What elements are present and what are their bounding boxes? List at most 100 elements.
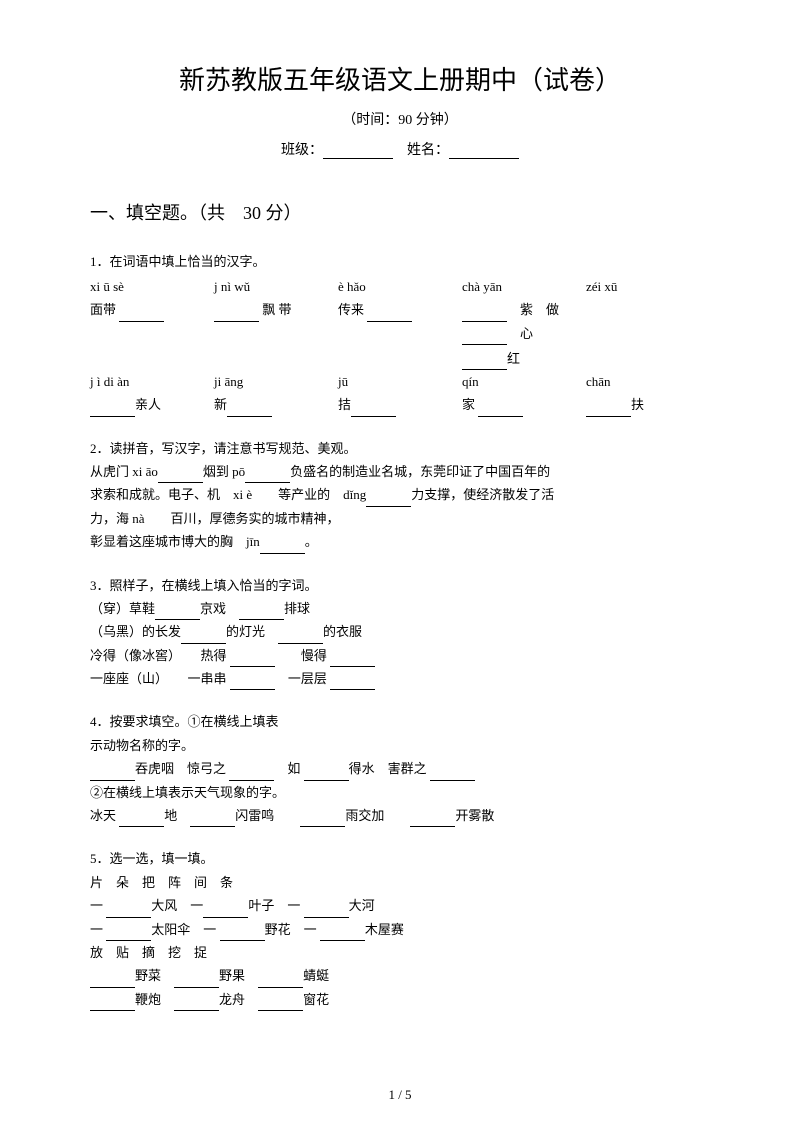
blank[interactable] bbox=[430, 767, 475, 781]
q1-word: 家 bbox=[462, 397, 475, 412]
duration-text: （时间：90 分钟） bbox=[90, 109, 710, 129]
q1-word: 传来 bbox=[338, 302, 364, 317]
q1-pinyin: è hǎo bbox=[338, 277, 462, 298]
q4-text2: 示动物名称的字。 bbox=[90, 738, 194, 753]
q2-line: 彰显着这座城市博大的胸 jīn bbox=[90, 534, 260, 549]
q2-number: 2． bbox=[90, 441, 110, 456]
blank[interactable] bbox=[181, 630, 226, 644]
q4-line: 得水 bbox=[349, 761, 375, 776]
q5-line: 一 bbox=[190, 898, 203, 913]
q4-line: 雨交加 bbox=[345, 808, 384, 823]
blank[interactable] bbox=[478, 403, 523, 417]
blank[interactable] bbox=[158, 469, 203, 483]
q3-line: 慢得 bbox=[301, 648, 327, 663]
class-blank[interactable] bbox=[323, 145, 393, 159]
blank[interactable] bbox=[304, 767, 349, 781]
blank[interactable] bbox=[203, 904, 248, 918]
name-blank[interactable] bbox=[449, 145, 519, 159]
blank[interactable] bbox=[330, 676, 375, 690]
q4-line: 如 bbox=[287, 761, 300, 776]
q5-text: 选一选，填一填。 bbox=[110, 851, 214, 866]
q5-line: 一 bbox=[90, 898, 103, 913]
blank[interactable] bbox=[119, 308, 164, 322]
blank[interactable] bbox=[304, 904, 349, 918]
blank[interactable] bbox=[351, 403, 396, 417]
blank[interactable] bbox=[229, 767, 274, 781]
q4-line: ②在横线上填表示天气现象的字。 bbox=[90, 785, 285, 800]
q4-line: 闪雷鸣 bbox=[235, 808, 274, 823]
blank[interactable] bbox=[300, 813, 345, 827]
q5-line: 野菜 bbox=[135, 968, 161, 983]
blank[interactable] bbox=[174, 974, 219, 988]
q5-line: 一 bbox=[304, 922, 317, 937]
blank[interactable] bbox=[190, 813, 235, 827]
q3-line: 一串串 bbox=[188, 671, 227, 686]
blank[interactable] bbox=[586, 403, 631, 417]
q1-number: 1． bbox=[90, 254, 110, 269]
blank[interactable] bbox=[462, 331, 507, 345]
blank[interactable] bbox=[230, 676, 275, 690]
blank[interactable] bbox=[462, 356, 507, 370]
blank[interactable] bbox=[106, 904, 151, 918]
name-label: 姓名： bbox=[407, 143, 449, 158]
q3-line: 冷得（像冰窖） bbox=[90, 648, 175, 663]
blank[interactable] bbox=[366, 493, 411, 507]
q5-number: 5． bbox=[90, 851, 110, 866]
blank[interactable] bbox=[260, 540, 305, 554]
q1-word: 心 bbox=[520, 326, 533, 341]
blank[interactable] bbox=[320, 927, 365, 941]
question-4: 4．按要求填空。①在横线上填表 示动物名称的字。 吞虎咽 惊弓之 如 得水 害群… bbox=[90, 710, 710, 827]
q5-line: 木屋赛 bbox=[365, 922, 404, 937]
blank[interactable] bbox=[119, 813, 164, 827]
blank[interactable] bbox=[245, 469, 290, 483]
q1-word: 新 bbox=[214, 397, 227, 412]
q4-number: 4． bbox=[90, 714, 110, 729]
q5-line: 野花 bbox=[265, 922, 291, 937]
blank[interactable] bbox=[330, 653, 375, 667]
blank[interactable] bbox=[258, 974, 303, 988]
q1-word: 扶 bbox=[631, 397, 644, 412]
blank[interactable] bbox=[220, 927, 265, 941]
blank[interactable] bbox=[367, 308, 412, 322]
blank[interactable] bbox=[90, 403, 135, 417]
q2-line: 负盛名的制造业名城，东莞印证了中国百年的 bbox=[290, 464, 550, 479]
question-1: 1．在词语中填上恰当的汉字。 xi ū sè j nì wǔ è hǎo chà… bbox=[90, 250, 710, 417]
q3-line: （穿）草鞋 bbox=[90, 601, 155, 616]
q3-line: 的衣服 bbox=[323, 624, 362, 639]
blank[interactable] bbox=[258, 997, 303, 1011]
blank[interactable] bbox=[278, 630, 323, 644]
blank[interactable] bbox=[230, 653, 275, 667]
q2-line: 烟到 pō bbox=[203, 464, 245, 479]
blank[interactable] bbox=[155, 606, 200, 620]
q4-line: 地 bbox=[164, 808, 177, 823]
q2-line: 力支撑，使经济散发了活 bbox=[411, 487, 554, 502]
blank[interactable] bbox=[214, 308, 259, 322]
q5-line: 一 bbox=[90, 922, 103, 937]
question-5: 5．选一选，填一填。 片 朵 把 阵 间 条 一 大风 一叶子 一 大河 一 太… bbox=[90, 847, 710, 1011]
q5-line: 片 朵 把 阵 间 条 bbox=[90, 875, 233, 890]
q1-pinyin: j ì di àn bbox=[90, 372, 214, 393]
blank[interactable] bbox=[106, 927, 151, 941]
q4-line: 害群之 bbox=[388, 761, 427, 776]
q4-line: 开雾散 bbox=[455, 808, 494, 823]
q3-line: 热得 bbox=[201, 648, 227, 663]
q2-line: 求索和成就。电子、机 xi è 等产业的 dǐng bbox=[90, 487, 366, 502]
q5-line: 太阳伞 bbox=[151, 922, 190, 937]
blank[interactable] bbox=[462, 308, 507, 322]
blank[interactable] bbox=[410, 813, 455, 827]
blank[interactable] bbox=[174, 997, 219, 1011]
section-1-heading: 一、填空题。（共 30 分） bbox=[90, 199, 710, 225]
page-number: 1 / 5 bbox=[0, 1087, 800, 1103]
blank[interactable] bbox=[90, 974, 135, 988]
q3-line: 排球 bbox=[284, 601, 310, 616]
student-info: 班级： 姓名： bbox=[90, 139, 710, 159]
blank[interactable] bbox=[90, 997, 135, 1011]
q1-word: 面带 bbox=[90, 302, 116, 317]
q3-text: 照样子，在横线上填入恰当的字词。 bbox=[110, 578, 318, 593]
page-title: 新苏教版五年级语文上册期中（试卷） bbox=[90, 60, 710, 97]
blank[interactable] bbox=[90, 767, 135, 781]
q4-line: 吞虎咽 bbox=[135, 761, 174, 776]
blank[interactable] bbox=[239, 606, 284, 620]
q1-pinyin: j nì wǔ bbox=[214, 277, 338, 298]
blank[interactable] bbox=[227, 403, 272, 417]
